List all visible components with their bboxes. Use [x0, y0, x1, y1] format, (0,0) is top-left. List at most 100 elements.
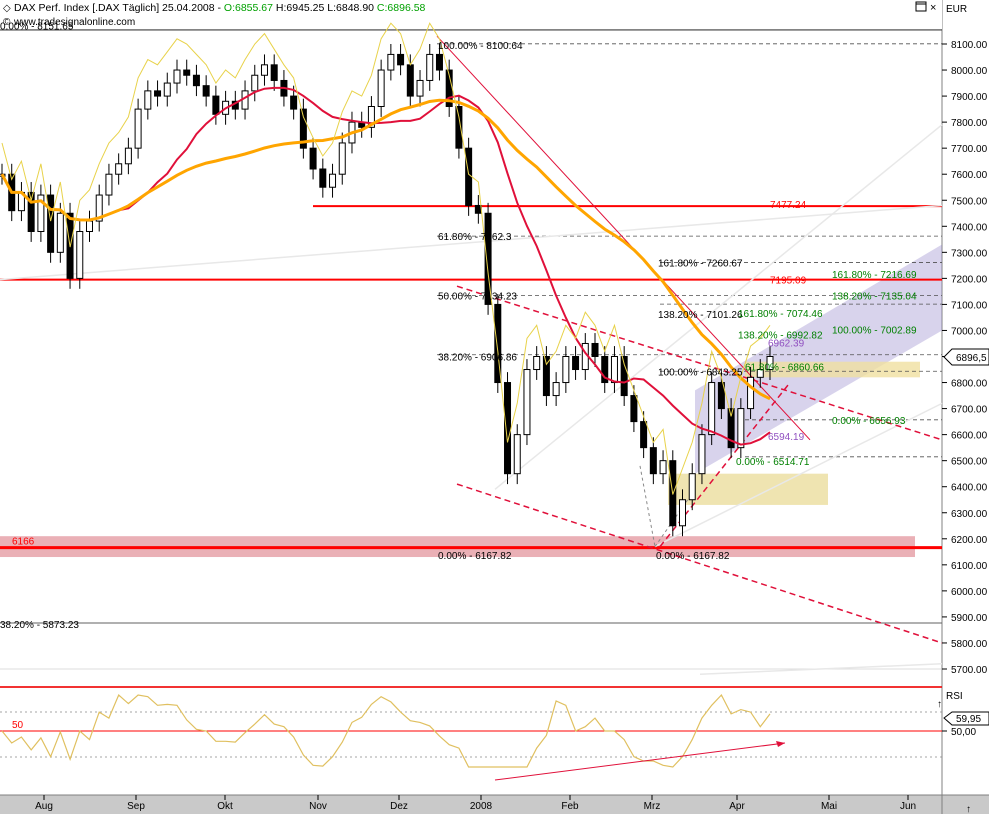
candle: [56, 202, 64, 263]
chart-title: DAX Perf. Index [.DAX Täglich] 25.04.200…: [14, 2, 224, 14]
candle: [426, 44, 434, 91]
candle: [76, 221, 84, 289]
level-label: 0.00% - 6167.82: [438, 551, 512, 562]
level-label: 161.80% - 7074.46: [738, 309, 823, 320]
y-tick-label: 7100.00: [951, 300, 988, 311]
low-value: L:6848.90: [327, 2, 374, 14]
target-zone-high: [745, 361, 920, 378]
candle: [523, 359, 531, 446]
candle: [416, 70, 424, 107]
y-tick-label: 5700.00: [951, 665, 988, 676]
candle: [649, 437, 657, 485]
candle: [727, 398, 735, 459]
candle: [173, 59, 181, 94]
y-tick-label: 8000.00: [951, 66, 988, 77]
candle: [27, 182, 35, 242]
candle: [47, 184, 55, 263]
moving-average-slow: [0, 98, 771, 401]
candle: [640, 411, 648, 459]
x-tick-label: Dez: [390, 801, 408, 812]
candle: [124, 137, 132, 175]
candle: [717, 372, 725, 419]
website-label: www.tradesignalonline.com: [13, 17, 135, 28]
candle: [562, 346, 570, 393]
candle: [163, 72, 171, 107]
y-tick-label: 6100.00: [951, 561, 988, 572]
helper-line: [639, 465, 656, 547]
rsi-level-label: 50: [12, 720, 24, 731]
level-label: 50.00% - 7134.23: [438, 292, 517, 303]
candle: [37, 184, 45, 242]
level-label: 161.80% - 7216.69: [832, 270, 917, 281]
svg-text:DAX Perf. Index [.DAX Täglich]: DAX Perf. Index [.DAX Täglich] 25.04.200…: [14, 2, 426, 14]
candle: [329, 163, 337, 198]
candle: [484, 202, 492, 315]
y-tick-label: 5900.00: [951, 613, 988, 624]
candle: [154, 80, 162, 107]
maximize-button[interactable]: [915, 1, 927, 12]
candle: [299, 98, 307, 159]
level-label: 7195.09: [770, 276, 807, 287]
diamond-icon: ◇: [3, 3, 11, 14]
level-label: 100.00% - 6843.25: [658, 367, 743, 378]
candle: [552, 372, 560, 406]
currency-label: EUR: [946, 4, 967, 15]
candle: [309, 137, 317, 180]
close-button[interactable]: ×: [930, 2, 936, 14]
candle: [251, 64, 259, 102]
trend-line: [699, 663, 943, 675]
arrow-icon: [776, 741, 785, 747]
candle: [572, 346, 580, 380]
level-label: 161.80% - 7260.67: [658, 259, 743, 270]
rsi-y-tick-label: 50,00: [951, 727, 976, 738]
candle: [387, 44, 395, 81]
candle: [338, 132, 346, 185]
candle: [290, 85, 298, 120]
scroll-up-arrow-icon-2[interactable]: ↑: [966, 804, 971, 814]
y-tick-label: 7000.00: [951, 326, 988, 337]
candle: [630, 385, 638, 433]
y-tick-label: 6600.00: [951, 431, 988, 442]
candle: [698, 424, 706, 485]
high-value: H:6945.25: [276, 2, 325, 14]
level-label: 6166: [12, 537, 35, 548]
rsi-divergence-line: [494, 742, 786, 781]
level-label: 38.20% - 5873.23: [0, 620, 79, 631]
channel-zone: [695, 244, 942, 474]
candle: [144, 80, 152, 120]
scroll-up-arrow-icon[interactable]: ↑: [937, 699, 942, 710]
candle: [270, 54, 278, 91]
candle: [494, 294, 502, 393]
candle: [747, 366, 755, 419]
close-value: C:6896.58: [377, 2, 426, 14]
y-tick-label: 6200.00: [951, 535, 988, 546]
x-tick-label: Apr: [729, 801, 745, 812]
y-tick-label: 7300.00: [951, 248, 988, 259]
candle: [192, 64, 200, 97]
y-tick-label: 6800.00: [951, 379, 988, 390]
candle: [766, 346, 774, 380]
candle: [134, 98, 142, 159]
level-label: 6594.19: [768, 432, 805, 443]
level-label: 0.00% - 6656.93: [832, 416, 906, 427]
y-tick-label: 6500.00: [951, 457, 988, 468]
level-label: 0.00% - 6514.71: [736, 457, 810, 468]
candle: [367, 96, 375, 138]
last-price-label: 6896,5: [956, 353, 987, 364]
level-label: 7477.24: [770, 200, 807, 211]
level-label: 138.20% - 7101.26: [658, 310, 743, 321]
y-tick-label: 6300.00: [951, 509, 988, 520]
candle: [465, 137, 473, 216]
rsi-last-label: 59,95: [956, 714, 981, 725]
x-tick-label: Aug: [35, 801, 53, 812]
candle: [513, 424, 521, 485]
y-tick-label: 7700.00: [951, 144, 988, 155]
level-label: 100.00% - 8100.64: [438, 41, 523, 52]
level-label: 0.00% - 6167.82: [656, 551, 730, 562]
candle: [756, 359, 764, 388]
y-tick-label: 5800.00: [951, 639, 988, 650]
candle: [601, 346, 609, 393]
price-panel: [0, 30, 942, 686]
y-tick-label: 7800.00: [951, 118, 988, 129]
